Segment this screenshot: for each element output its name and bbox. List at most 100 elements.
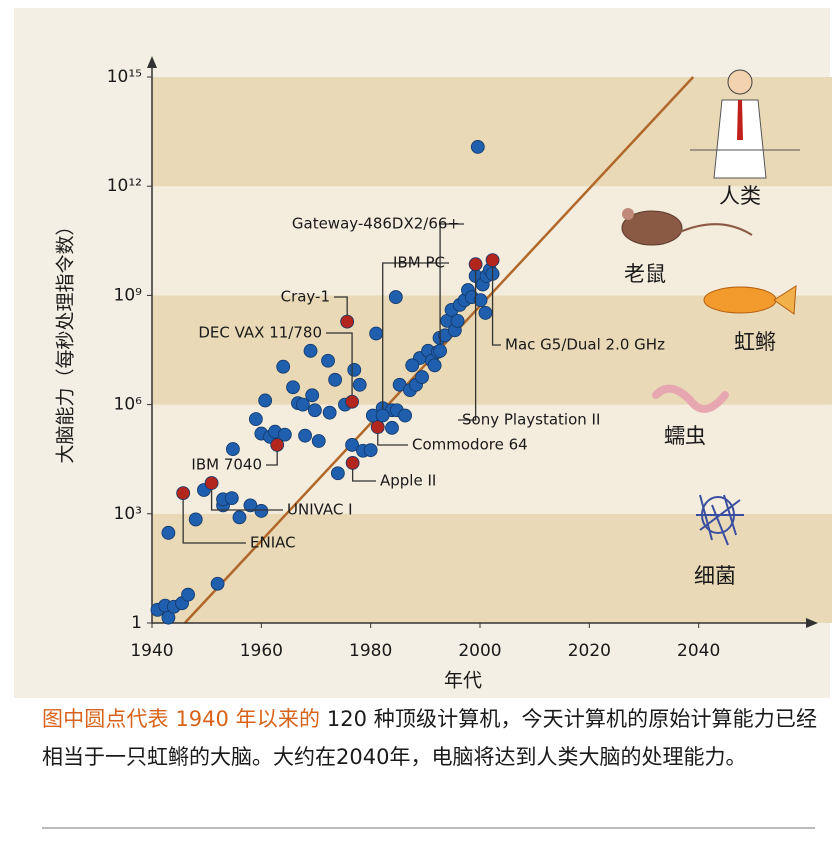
point [258,393,273,408]
point [398,408,413,423]
caption-highlight: 图中圆点代表 1940 年以来的 [42,707,321,731]
point [176,486,191,501]
point [433,343,447,358]
point [303,343,318,358]
x-tick-label: 2040 [677,641,720,661]
point [286,380,300,395]
point [204,476,219,490]
point-label: ENIAC [250,534,296,552]
point [226,442,240,456]
point [248,412,263,426]
point [305,388,320,403]
point [450,313,465,328]
point [232,510,247,525]
x-tick-label: 2000 [458,641,501,661]
icon-mouse-tail [679,223,753,236]
x-axis-label: 年代 [444,670,482,692]
point-label: Commodore 64 [412,436,528,454]
point [276,359,291,374]
y-tick-label: 10¹⁵ [107,67,142,87]
icon-bacteria-body [701,496,735,534]
point [188,512,203,527]
leader-line [210,483,283,511]
caption: 图中圆点代表 1940 年以来的 120 种顶级计算机，今天计算机的原始计算能力… [42,700,817,776]
leader-line [382,262,449,416]
level-label: 蠕虫 [664,424,706,448]
point [161,610,176,625]
band [152,404,832,514]
point [370,420,385,435]
x-tick-label: 1960 [240,641,283,661]
point [478,306,493,320]
point [473,293,488,308]
icon-bacteria [696,494,744,546]
point [224,491,239,505]
point [270,438,285,452]
point [363,443,378,458]
level-label: 细菌 [694,564,736,588]
point-label: IBM PC [393,254,445,272]
leader-line [458,264,477,421]
point [347,362,362,377]
point [385,420,399,435]
icon-human-head [727,69,753,95]
point [427,358,442,373]
point-label: DEC VAX 11/780 [198,324,322,342]
point [485,253,500,268]
point-label: Sony Playstation II [462,411,600,429]
leader-line [439,223,464,351]
point-label: Gateway-486DX2/66+ [292,215,460,233]
point [210,576,225,591]
x-tick-label: 2020 [568,641,611,661]
y-axis-arrow [147,56,157,68]
point [308,403,322,418]
point [415,370,429,384]
point [345,438,359,452]
y-tick-label: 10⁶ [114,395,143,415]
point [328,372,343,387]
point [375,408,390,423]
icon-mouse-ear [622,208,634,220]
x-tick-label: 1940 [130,641,173,661]
point-label: UNIVAC I [287,501,353,519]
caption-text: 120 种顶级计算机，今天计算机的原始计算能力已经相当于一只虹鳉的大脑。大约在2… [42,707,817,769]
point [470,140,485,154]
icon-human-tie [737,100,743,140]
point [322,405,337,420]
point [330,466,345,481]
point [181,587,195,602]
point [311,434,326,448]
point [277,427,292,442]
point [388,290,403,304]
point [161,525,176,540]
plot: 1 10³ 10⁶ 10⁹ 10¹² 10¹⁵ 1940 1960 1980 2000 2020 20… [107,56,818,661]
leader-line [334,296,348,322]
level-label: 人类 [719,184,761,208]
point [345,456,360,470]
y-tick-label: 10⁹ [114,285,143,305]
point [321,353,335,368]
point [468,257,483,272]
y-tick-label: 10³ [114,504,142,524]
leader-line [182,493,246,544]
point [340,314,355,329]
point-label: IBM 7040 [191,456,262,474]
y-axis-label: 大脑能力（每秒处理指令数） [55,216,77,463]
point [369,326,384,341]
level-label: 虹鳉 [734,330,776,354]
point [352,377,367,392]
point-label: Cray-1 [281,288,330,306]
level-label: 老鼠 [624,262,666,286]
icon-mouse [621,210,683,246]
point [295,397,310,412]
point [243,498,258,513]
point [405,358,420,373]
leader-line [491,260,501,346]
y-tick-label: 1 [131,613,142,633]
icons [621,69,800,546]
point [345,394,359,409]
point-label: Apple II [380,472,436,490]
x-axis-arrow [806,618,818,628]
